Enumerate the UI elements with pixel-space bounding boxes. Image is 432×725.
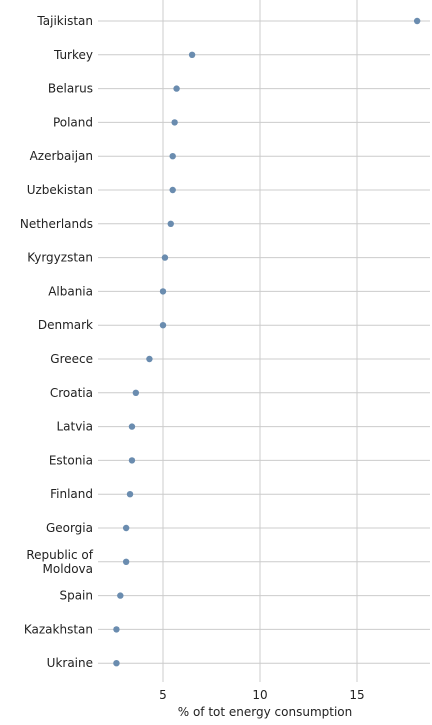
data-point — [122, 558, 130, 565]
category-label: Kyrgyzstan — [27, 251, 93, 265]
category-label: Tajikistan — [36, 14, 93, 28]
category-label: Ukraine — [47, 656, 93, 670]
data-point — [146, 355, 153, 363]
category-label: Azerbaijan — [30, 149, 93, 163]
data-point — [113, 626, 120, 633]
category-label: Turkey — [53, 48, 93, 62]
data-point — [122, 524, 130, 532]
category-labels: Tajikistan Turkey Belarus Poland Azerbaijan U… — [20, 14, 94, 670]
data-point — [128, 457, 136, 464]
category-label: Greece — [50, 352, 93, 366]
data-point — [132, 389, 140, 396]
vertical-gridlines — [162, 0, 358, 682]
data-point — [159, 288, 167, 295]
category-label: Latvia — [56, 420, 93, 434]
data-point — [169, 153, 176, 160]
data-point — [161, 254, 169, 261]
data-point — [159, 322, 167, 329]
data-point — [173, 85, 180, 92]
category-label: Uzbekistan — [27, 183, 93, 197]
data-point — [126, 491, 134, 498]
data-point — [128, 423, 136, 430]
x-tick-labels: 5 10 15 — [159, 688, 364, 702]
data-point — [171, 119, 178, 126]
category-label: Finland — [50, 487, 93, 501]
data-points — [113, 17, 421, 667]
category-label: Georgia — [46, 521, 93, 535]
data-point — [188, 51, 196, 58]
x-tick-label: 15 — [349, 688, 364, 702]
category-label: Netherlands — [20, 217, 93, 231]
data-point — [413, 17, 421, 25]
category-label: Croatia — [50, 386, 93, 400]
data-point — [169, 186, 176, 194]
category-label: Poland — [53, 115, 93, 129]
x-tick-label: 10 — [252, 688, 267, 702]
category-label: Albania — [48, 284, 93, 298]
category-label: Kazakhstan — [24, 622, 93, 636]
category-label: Belarus — [48, 82, 93, 96]
data-point — [167, 220, 174, 227]
category-label: Republic of Moldova — [26, 548, 93, 576]
category-label: Denmark — [38, 318, 93, 332]
data-point — [113, 660, 120, 667]
x-axis-title: % of tot energy consumption — [178, 705, 353, 719]
category-label: Spain — [59, 589, 93, 603]
horizontal-gridlines — [98, 20, 430, 664]
x-tick-label: 5 — [159, 688, 167, 702]
category-label: Estonia — [49, 453, 93, 467]
data-point — [117, 592, 124, 599]
